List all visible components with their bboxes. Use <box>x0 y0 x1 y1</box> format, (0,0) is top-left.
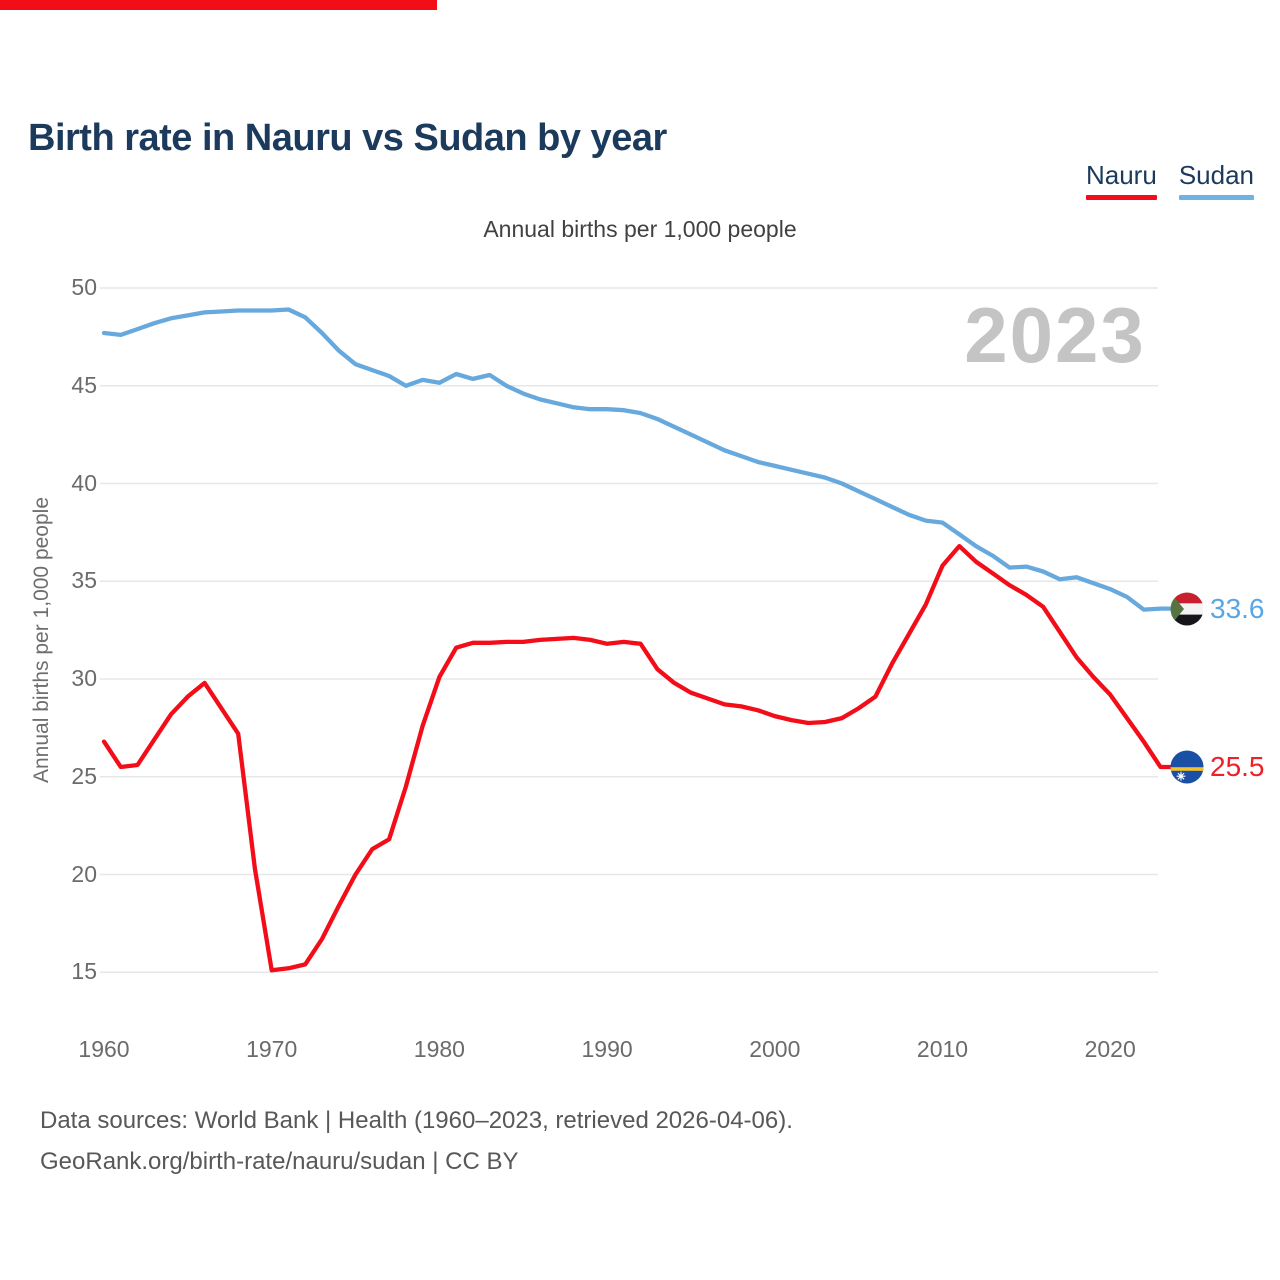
sudan-end-value: 33.6 <box>1210 592 1265 624</box>
y-tick-label: 35 <box>71 567 97 594</box>
series-lines <box>101 307 1176 973</box>
nauru-flag-icon <box>1170 750 1204 784</box>
y-tick-label: 15 <box>71 958 97 985</box>
sudan-line <box>101 307 1176 612</box>
x-tick-label: 1990 <box>581 1036 633 1062</box>
legend-label-sudan: Sudan <box>1178 160 1254 190</box>
x-tick-label: 2000 <box>749 1036 801 1062</box>
legend-underline-nauru <box>1085 195 1157 200</box>
legend-item-sudan[interactable]: Sudan <box>1178 160 1254 200</box>
chart-legend: Nauru Sudan <box>1085 160 1254 200</box>
watermark-year: 2023 <box>964 291 1146 379</box>
y-tick-label: 25 <box>71 762 97 789</box>
nauru-line <box>101 543 1176 973</box>
y-tick-label: 20 <box>71 860 97 887</box>
x-tick-label: 1970 <box>246 1036 298 1062</box>
y-tick-label: 45 <box>71 371 97 398</box>
y-tick-label: 40 <box>71 469 97 496</box>
top-progress-bar <box>0 0 437 10</box>
legend-label-nauru: Nauru <box>1085 160 1157 190</box>
legend-underline-sudan <box>1178 195 1254 200</box>
legend-item-nauru[interactable]: Nauru <box>1085 160 1157 200</box>
x-tick-label: 2010 <box>916 1036 969 1062</box>
sudan-flag-icon <box>1170 592 1204 626</box>
y-tick-label: 30 <box>71 665 97 691</box>
footer: Data sources: World Bank | Health (1960–… <box>40 1100 793 1182</box>
footer-sources: Data sources: World Bank | Health (1960–… <box>40 1107 793 1134</box>
gridlines <box>100 287 1158 974</box>
y-tick-label: 50 <box>71 274 97 300</box>
x-tick-label: 2020 <box>1084 1036 1136 1062</box>
nauru-end-value: 25.5 <box>1210 750 1265 782</box>
x-tick-label: 1980 <box>413 1036 465 1062</box>
page-title: Birth rate in Nauru vs Sudan by year <box>28 117 667 160</box>
footer-attribution: GeoRank.org/birth-rate/nauru/sudan | CC … <box>40 1148 519 1175</box>
chart-subtitle: Annual births per 1,000 people <box>483 216 797 242</box>
x-tick-label: 1960 <box>78 1036 130 1062</box>
